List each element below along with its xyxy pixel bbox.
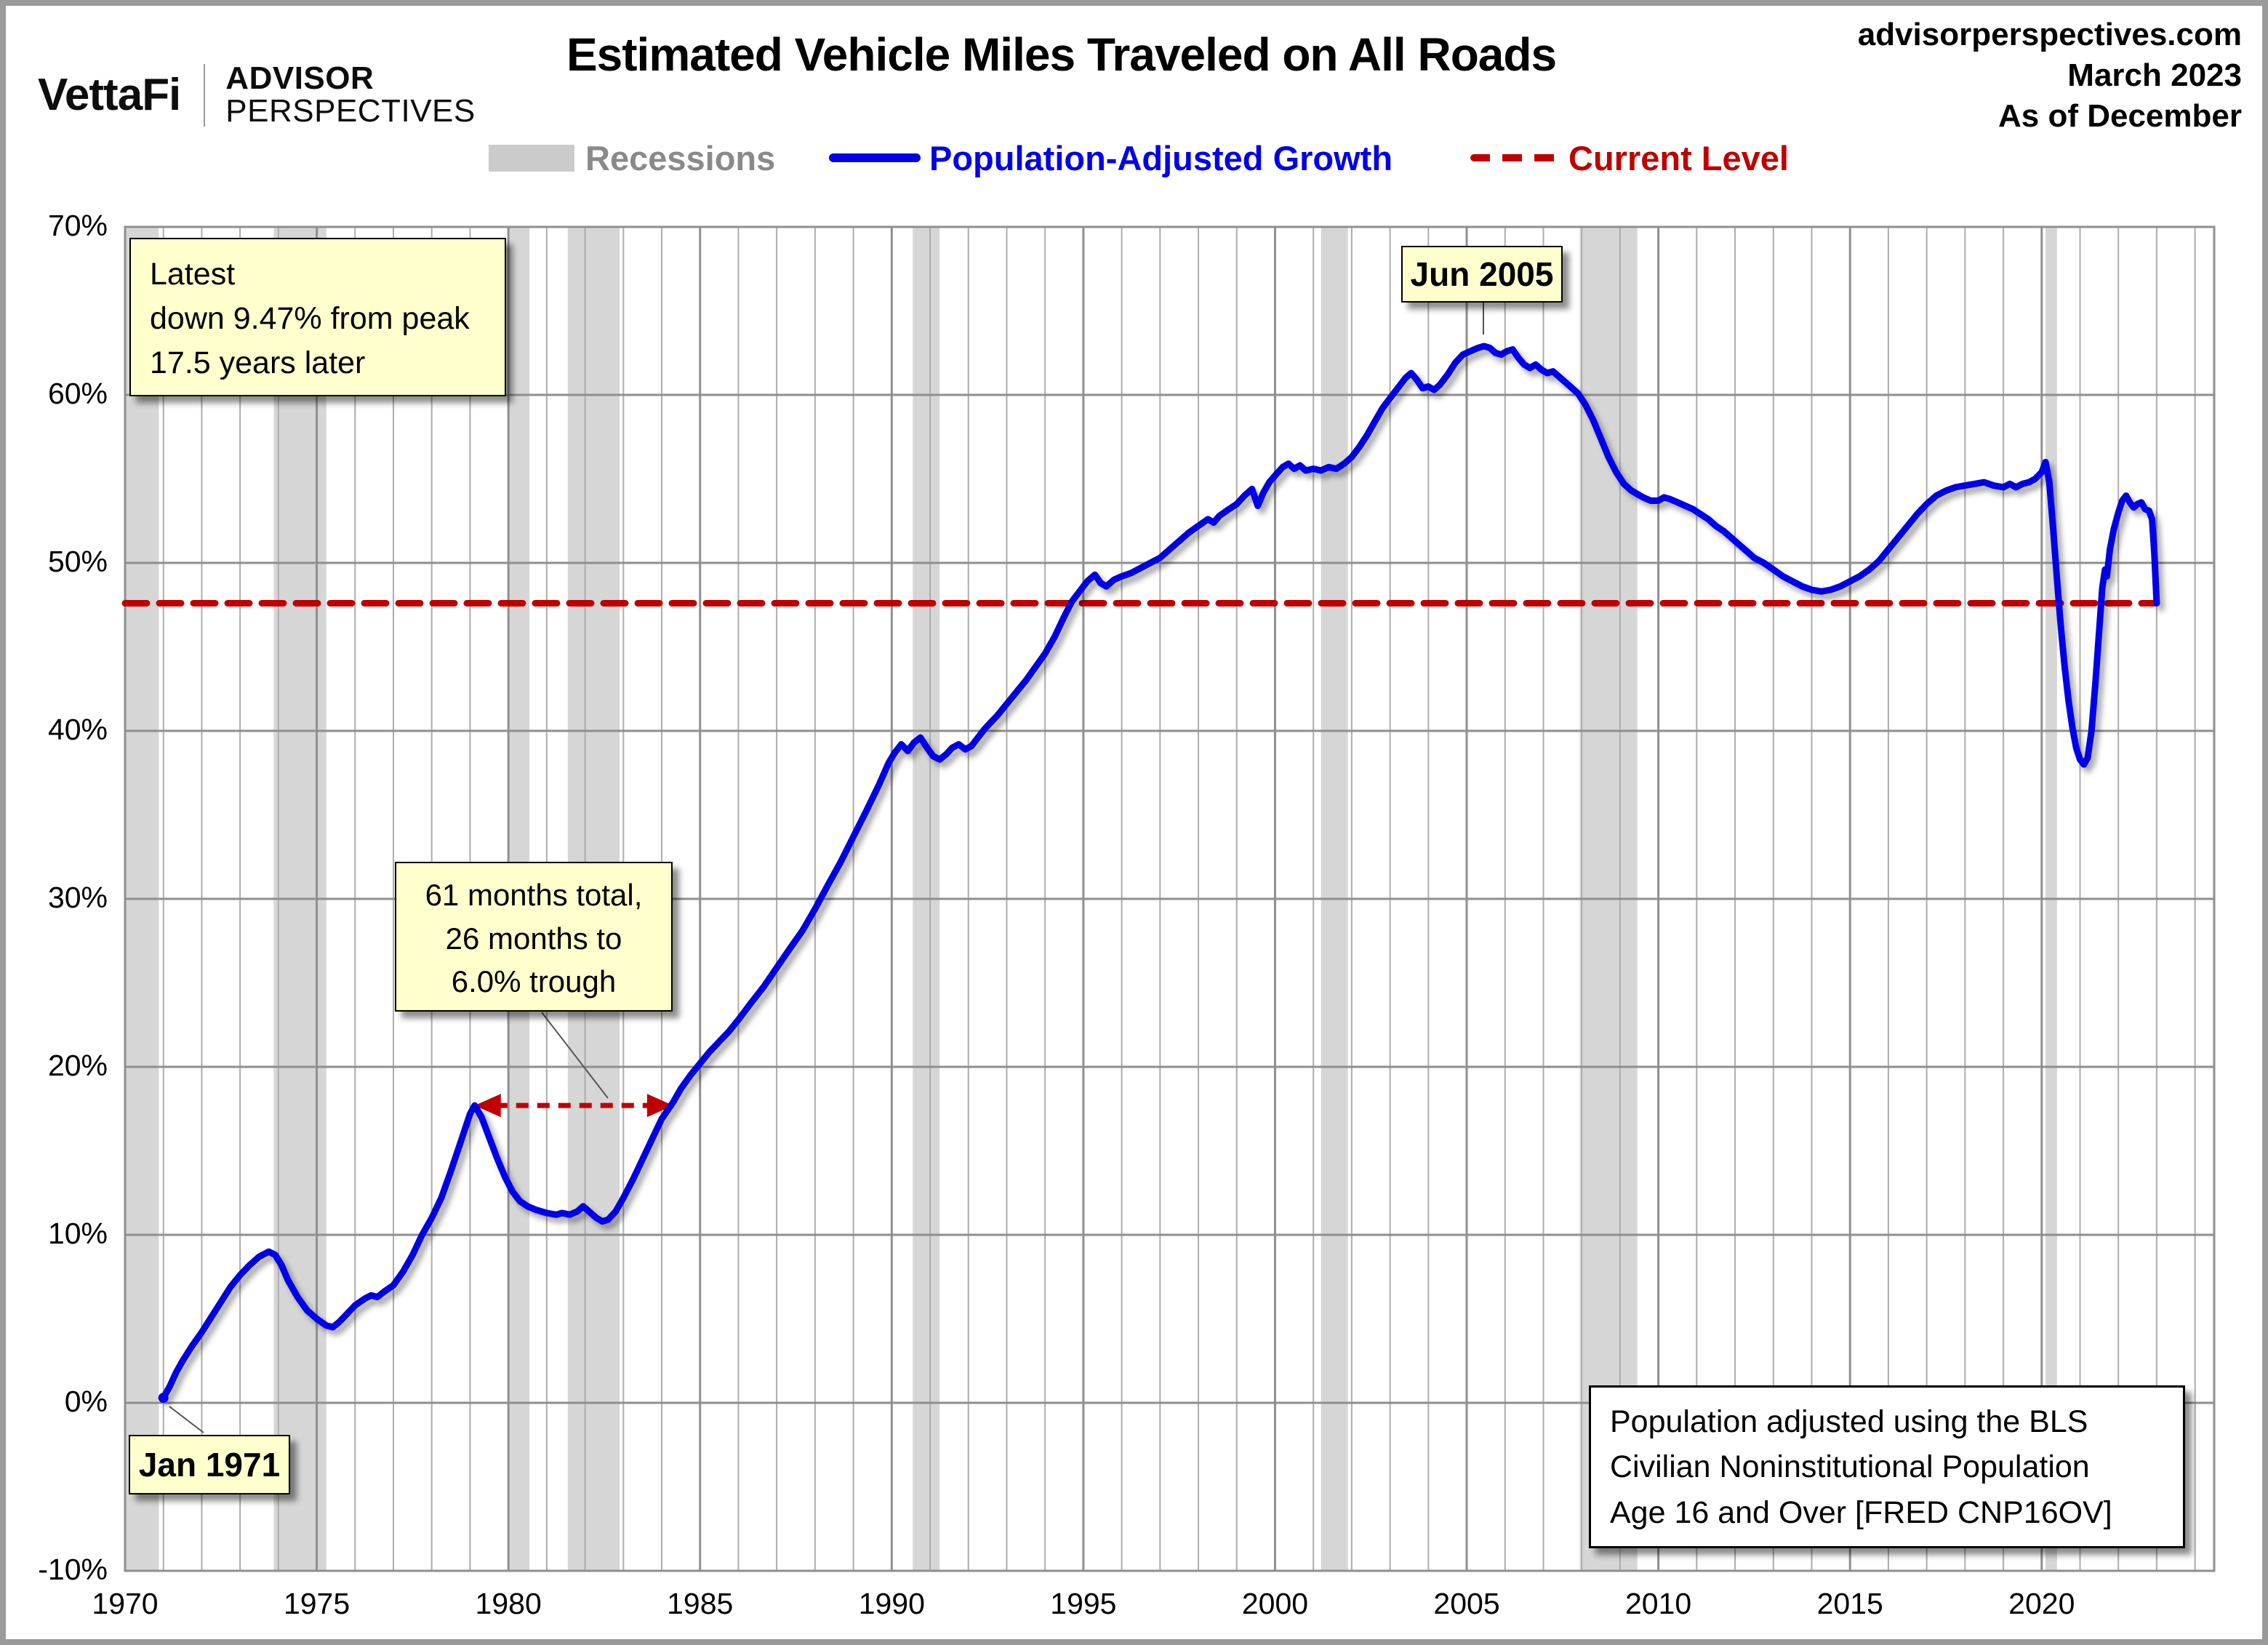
methodology-note-line3: Age 16 and Over [FRED CNP16OV] — [1610, 1494, 2112, 1530]
trough-callout: 61 months total, 26 months to 6.0% troug… — [395, 862, 673, 1012]
x-tick-label: 1970 — [92, 1587, 159, 1620]
advisor-perspectives-logo-line2: PERSPECTIVES — [225, 92, 476, 129]
trough-callout-line3: 6.0% trough — [451, 964, 617, 999]
legend-series-label: Population-Adjusted Growth — [929, 138, 1393, 177]
legend-series — [829, 140, 921, 176]
y-tick-label: 60% — [47, 377, 108, 410]
recession-swatch — [489, 144, 574, 172]
vettafi-logo: VettaFi — [38, 70, 181, 121]
source-date: March 2023 — [2067, 57, 2242, 93]
x-tick-label: 1995 — [1050, 1587, 1117, 1620]
legend-current-label: Current Level — [1568, 138, 1789, 177]
latest-callout-line2: down 9.47% from peak — [150, 301, 470, 337]
logo-divider — [204, 63, 206, 127]
logo-block: VettaFi ADVISOR PERSPECTIVES — [38, 60, 476, 129]
trough-callout-line2: 26 months to — [445, 921, 622, 956]
page-title: Estimated Vehicle Miles Traveled on All … — [566, 28, 1557, 81]
latest-callout-line1: Latest — [150, 257, 236, 292]
legend-current — [1470, 140, 1560, 176]
start-callout-label: Jan 1971 — [138, 1446, 281, 1484]
x-tick-label: 1980 — [475, 1587, 542, 1620]
series-start-dot — [158, 1393, 169, 1404]
series-line-swatch — [829, 153, 921, 162]
x-tick-label: 2020 — [2008, 1587, 2075, 1620]
callout-leader-line — [169, 1406, 204, 1433]
latest-callout: Latest down 9.47% from peak 17.5 years l… — [129, 238, 506, 396]
source-block: advisorperspectives.com March 2023 As of… — [1858, 15, 2242, 137]
y-tick-label: 70% — [47, 209, 108, 242]
x-tick-label: 2000 — [1241, 1587, 1309, 1620]
peak-callout: Jun 2005 — [1401, 246, 1563, 303]
methodology-note-line2: Civilian Noninstitutional Population — [1610, 1449, 2090, 1485]
start-callout: Jan 1971 — [129, 1435, 290, 1494]
legend-recessions — [489, 140, 574, 176]
latest-callout-line3: 17.5 years later — [150, 345, 366, 381]
source-site: advisorperspectives.com — [1857, 17, 2242, 52]
plot-border — [124, 225, 2216, 1572]
current-level-swatch — [1470, 154, 1560, 161]
y-tick-label: 30% — [47, 881, 108, 914]
x-tick-label: 2005 — [1433, 1587, 1500, 1620]
callout-leader-line — [541, 1012, 609, 1099]
population-adjusted-growth-line — [160, 343, 2160, 1401]
y-tick-label: 50% — [47, 545, 108, 578]
methodology-note-line1: Population adjusted using the BLS — [1610, 1404, 2088, 1439]
source-asof: As of December — [1997, 97, 2242, 134]
y-tick-label: -10% — [38, 1553, 108, 1586]
advisor-perspectives-logo: ADVISOR PERSPECTIVES — [225, 60, 476, 129]
y-tick-label: 40% — [47, 713, 108, 746]
y-tick-label: 10% — [47, 1217, 108, 1250]
x-tick-label: 2015 — [1816, 1587, 1883, 1620]
peak-callout-label: Jun 2005 — [1410, 255, 1554, 293]
x-tick-label: 1985 — [667, 1587, 734, 1620]
x-tick-label: 1990 — [858, 1587, 925, 1620]
y-tick-label: 0% — [64, 1385, 108, 1418]
methodology-note: Population adjusted using the BLS Civili… — [1589, 1385, 2185, 1548]
measure-arrow-head-left — [474, 1094, 501, 1118]
trough-callout-line1: 61 months total, — [425, 878, 643, 912]
x-tick-label: 1975 — [283, 1587, 350, 1620]
advisor-perspectives-logo-line1: ADVISOR — [225, 60, 374, 96]
legend-recessions-label: Recessions — [585, 138, 776, 177]
x-tick-label: 2010 — [1625, 1587, 1692, 1620]
y-tick-label: 20% — [47, 1049, 108, 1082]
measure-arrow-head-right — [646, 1094, 673, 1118]
